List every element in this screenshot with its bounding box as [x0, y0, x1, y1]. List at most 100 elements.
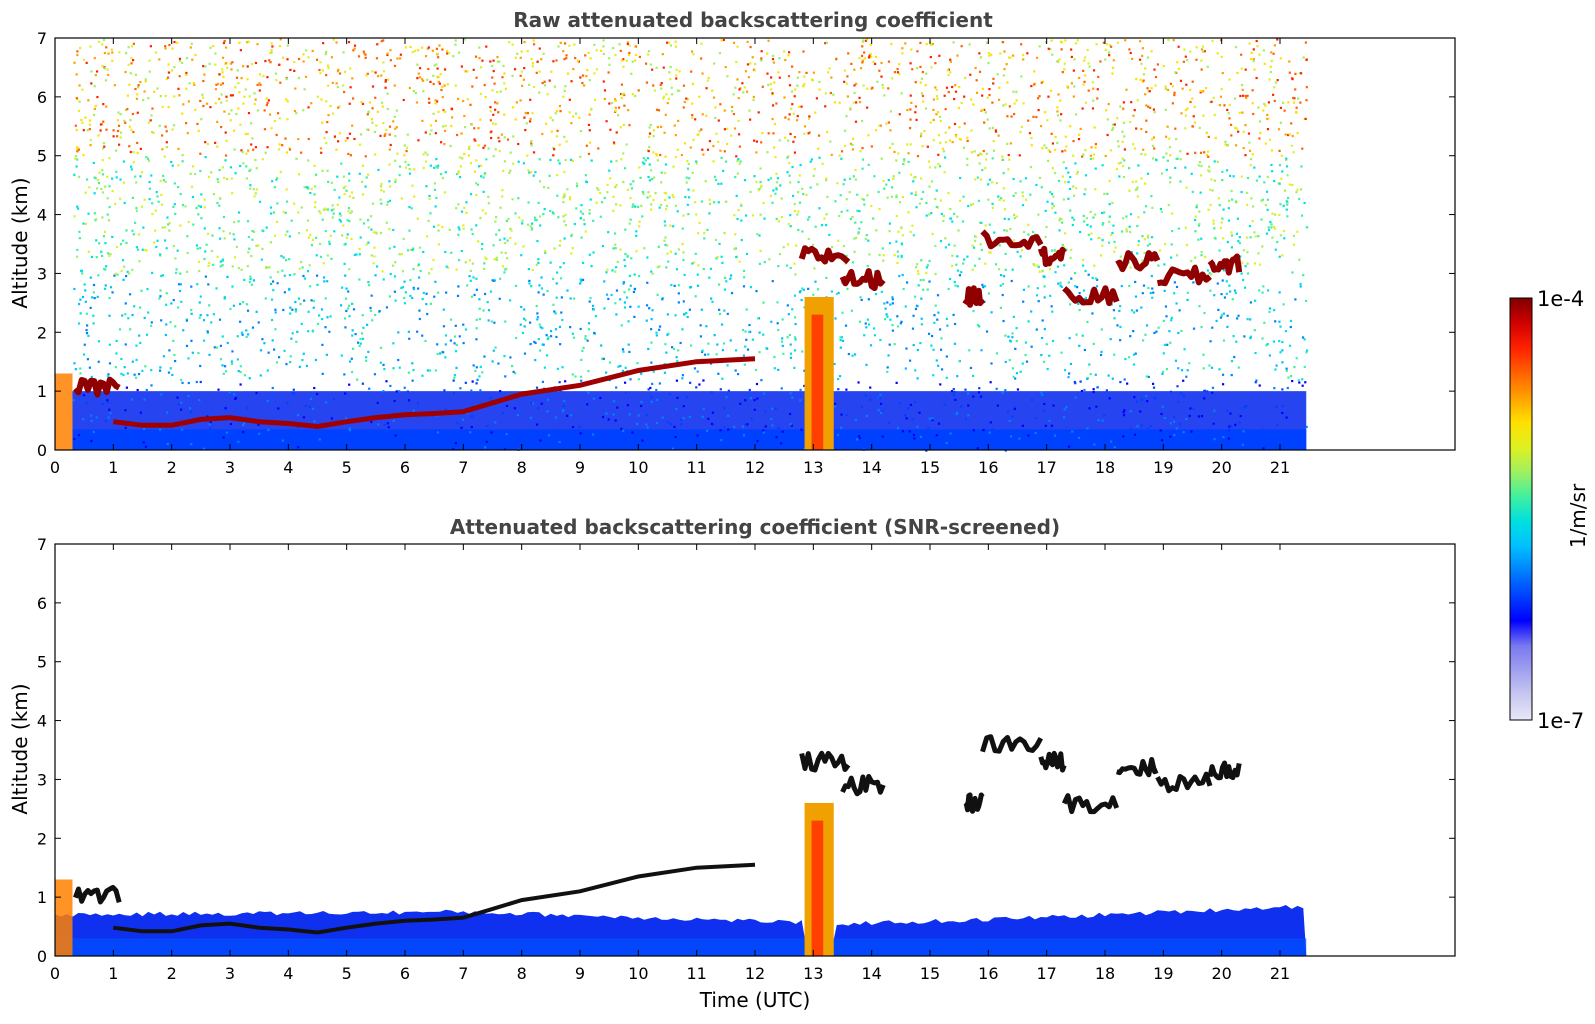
top-noise-pixel — [588, 300, 591, 303]
top-noise-pixel — [979, 395, 983, 398]
top-noise-pixel — [126, 108, 129, 111]
top-noise-pixel — [875, 129, 878, 132]
top-noise-pixel — [1141, 54, 1144, 58]
top-noise-pixel — [545, 122, 548, 125]
top-noise-pixel — [1192, 327, 1196, 330]
top-noise-pixel — [408, 86, 411, 90]
top-noise-pixel — [1041, 319, 1044, 322]
top-noise-pixel — [917, 284, 920, 287]
top-noise-pixel — [615, 183, 618, 187]
top-noise-pixel — [1035, 56, 1039, 59]
top-noise-pixel — [511, 106, 515, 109]
top-noise-pixel — [775, 181, 779, 184]
top-noise-pixel — [1064, 135, 1067, 138]
top-noise-pixel — [1067, 171, 1070, 174]
top-noise-pixel — [348, 102, 351, 105]
top-noise-pixel — [286, 100, 289, 103]
top-noise-pixel — [269, 61, 272, 64]
top-noise-pixel — [1165, 168, 1168, 171]
top-noise-pixel — [942, 150, 945, 153]
top-noise-pixel — [133, 373, 136, 376]
top-noise-pixel — [180, 300, 183, 303]
top-noise-pixel — [1230, 231, 1233, 234]
top-noise-pixel — [441, 85, 444, 89]
top-noise-pixel — [88, 366, 91, 369]
top-noise-pixel — [160, 203, 164, 206]
top-noise-pixel — [824, 105, 827, 108]
top-noise-pixel — [1227, 219, 1231, 222]
top-noise-pixel — [588, 79, 591, 82]
top-noise-pixel — [1180, 329, 1183, 333]
top-noise-pixel — [1021, 424, 1024, 427]
top-noise-pixel — [1141, 80, 1144, 83]
top-noise-pixel — [497, 111, 500, 114]
top-noise-pixel — [1294, 298, 1297, 301]
top-noise-pixel — [457, 259, 461, 262]
top-noise-pixel — [994, 130, 998, 133]
top-noise-pixel — [717, 182, 720, 185]
top-noise-pixel — [1278, 149, 1281, 153]
top-noise-pixel — [1295, 106, 1298, 109]
top-noise-pixel — [1096, 278, 1099, 281]
top-noise-pixel — [713, 62, 716, 65]
top-noise-pixel — [460, 65, 463, 68]
top-noise-pixel — [404, 166, 408, 169]
top-noise-pixel — [658, 325, 662, 328]
top-noise-pixel — [443, 68, 447, 71]
top-noise-pixel — [159, 366, 162, 369]
top-noise-pixel — [1287, 101, 1290, 104]
top-noise-pixel — [746, 40, 749, 44]
top-noise-pixel — [489, 110, 492, 113]
top-noise-pixel — [167, 371, 171, 374]
top-noise-pixel — [491, 64, 494, 68]
top-noise-pixel — [199, 246, 202, 250]
top-noise-pixel — [629, 183, 632, 186]
top-noise-pixel — [803, 125, 807, 128]
top-noise-pixel — [210, 171, 213, 174]
top-noise-pixel — [663, 239, 666, 242]
top-noise-pixel — [619, 204, 622, 207]
top-noise-pixel — [218, 227, 221, 230]
top-noise-pixel — [124, 121, 127, 124]
top-noise-pixel — [939, 383, 942, 386]
top-noise-pixel — [96, 187, 99, 190]
top-noise-pixel — [1051, 207, 1054, 210]
top-noise-pixel — [418, 309, 421, 312]
top-noise-pixel — [316, 392, 319, 396]
top-noise-pixel — [1237, 366, 1240, 369]
top-noise-pixel — [150, 174, 153, 177]
top-noise-pixel — [1195, 46, 1198, 49]
top-noise-pixel — [1170, 256, 1173, 259]
top-noise-pixel — [807, 117, 811, 121]
top-noise-pixel — [454, 324, 457, 327]
top-noise-pixel — [391, 264, 395, 267]
top-noise-pixel — [585, 75, 588, 78]
top-noise-pixel — [1016, 388, 1020, 391]
top-noise-pixel — [958, 126, 961, 129]
top-noise-pixel — [667, 260, 670, 263]
top-noise-pixel — [765, 347, 768, 350]
top-noise-pixel — [478, 375, 481, 378]
top-noise-pixel — [204, 141, 207, 144]
top-noise-pixel — [1303, 365, 1306, 369]
top-noise-pixel — [198, 398, 201, 402]
top-noise-pixel — [708, 198, 711, 201]
top-noise-pixel — [682, 84, 686, 87]
top-noise-pixel — [329, 315, 332, 318]
top-noise-pixel — [350, 191, 354, 194]
top-noise-pixel — [417, 263, 420, 266]
top-noise-pixel — [199, 295, 202, 298]
top-noise-pixel — [339, 220, 342, 223]
top-noise-pixel — [928, 166, 932, 169]
top-noise-pixel — [983, 285, 987, 288]
top-noise-pixel — [327, 114, 330, 117]
top-noise-pixel — [215, 346, 219, 349]
top-noise-pixel — [161, 105, 164, 108]
top-noise-pixel — [74, 157, 77, 160]
top-noise-pixel — [313, 206, 317, 209]
top-noise-pixel — [1269, 65, 1272, 68]
top-noise-pixel — [203, 198, 206, 201]
top-noise-pixel — [276, 112, 280, 115]
top-noise-pixel — [130, 168, 133, 171]
top-noise-pixel — [867, 323, 871, 326]
